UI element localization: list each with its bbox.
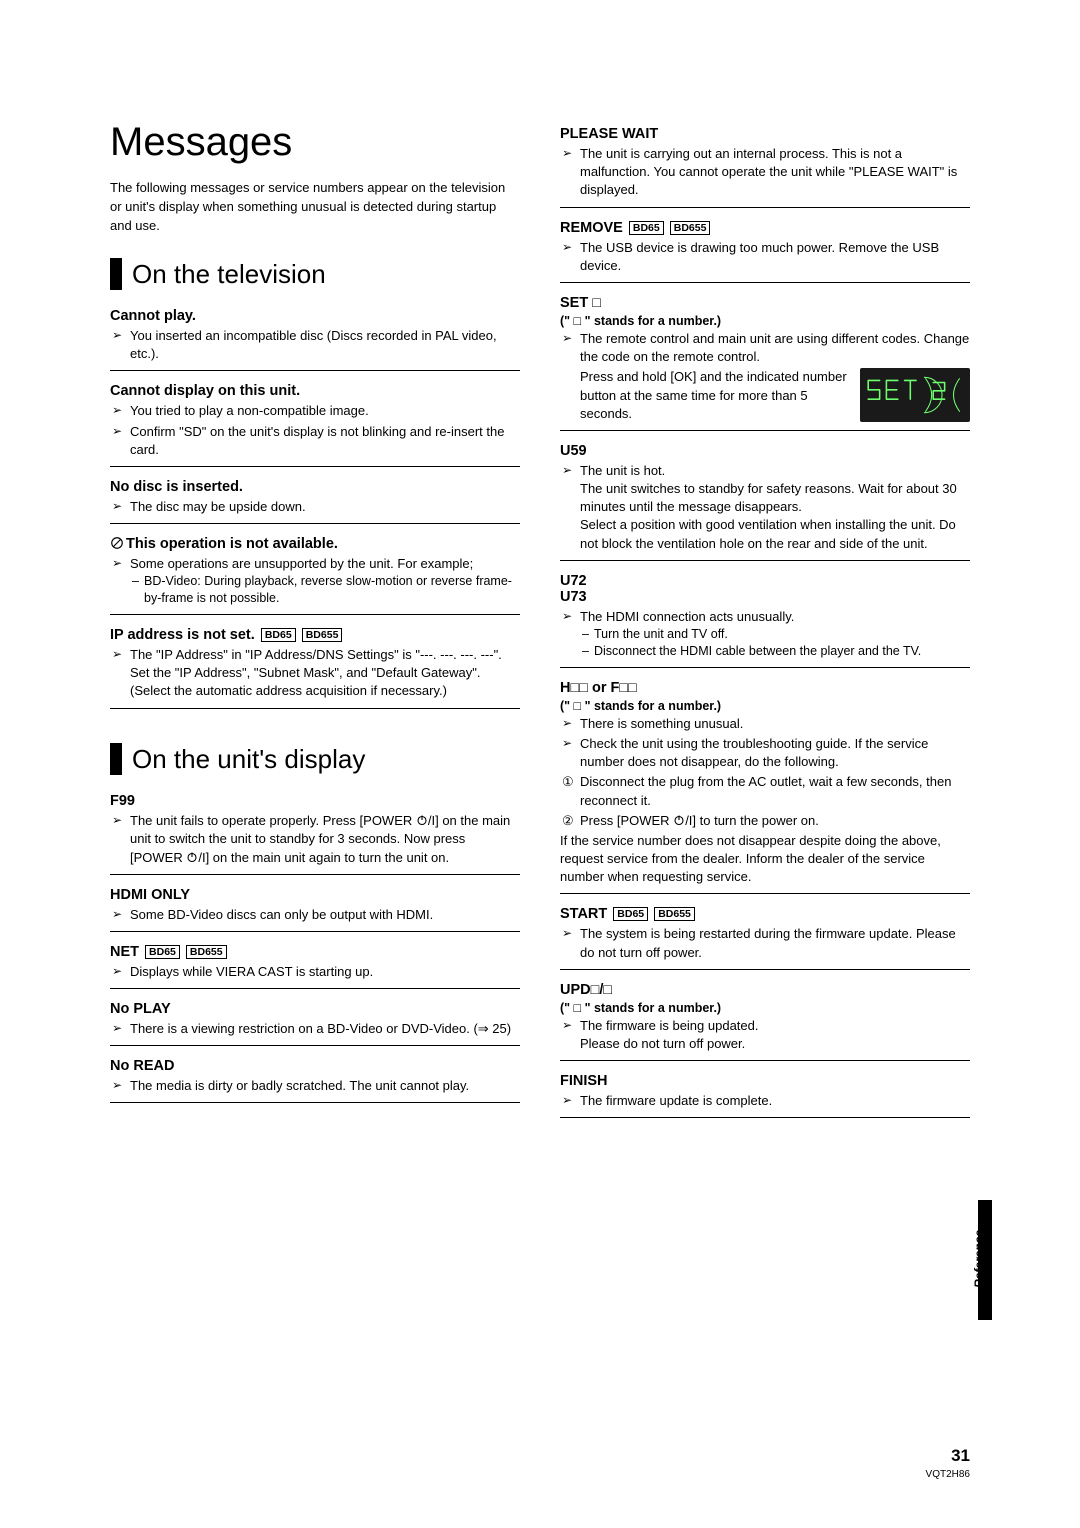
entry-ip-not-set: IP address is not set. BD65 BD655 The "I…: [110, 621, 520, 709]
model-badge: BD65: [629, 221, 664, 235]
page-title: Messages: [110, 120, 520, 165]
model-badge: BD65: [145, 945, 180, 959]
dash: Disconnect the HDMI cable between the pl…: [580, 643, 970, 660]
entry-title: U72: [560, 567, 970, 589]
entry-title: START BD65 BD655: [560, 900, 970, 922]
subnote: (" □ " stands for a number.): [560, 314, 970, 328]
entry-title: SET □: [560, 289, 970, 311]
bullet: The media is dirty or badly scratched. T…: [110, 1077, 520, 1095]
entry-u59: U59 The unit is hot. The unit switches t…: [560, 437, 970, 561]
entry-hdmi-only: HDMI ONLY Some BD-Video discs can only b…: [110, 881, 520, 932]
entry-hf: H□□ or F□□ (" □ " stands for a number.) …: [560, 674, 970, 895]
bullet: There is something unusual.: [560, 715, 970, 733]
power-icon: [186, 850, 198, 862]
entry-title: Cannot play.: [110, 302, 520, 324]
page-number: 31: [951, 1446, 970, 1466]
bullet: Displays while VIERA CAST is starting up…: [110, 963, 520, 981]
numbered: Press [POWER /I] to turn the power on.: [560, 812, 970, 830]
dash: Turn the unit and TV off.: [580, 626, 970, 643]
entry-finish: FINISH The firmware update is complete.: [560, 1067, 970, 1118]
section-unit-title: On the unit's display: [110, 743, 520, 776]
side-label: Reference: [972, 1230, 986, 1288]
entry-upd: UPD□/□ (" □ " stands for a number.) The …: [560, 976, 970, 1061]
power-icon: [416, 813, 428, 825]
bullet: You inserted an incompatible disc (Discs…: [110, 327, 520, 363]
entry-title: U59: [560, 437, 970, 459]
entry-title: H□□ or F□□: [560, 674, 970, 696]
entry-title: FINISH: [560, 1067, 970, 1089]
entry-title: Cannot display on this unit.: [110, 377, 520, 399]
entry-u72-u73: U72 U73 The HDMI connection acts unusual…: [560, 567, 970, 668]
power-icon: [673, 813, 685, 825]
entry-cannot-play: Cannot play. You inserted an incompatibl…: [110, 302, 520, 371]
bullet: The HDMI connection acts unusually. Turn…: [560, 608, 970, 660]
model-badge: BD655: [186, 945, 227, 959]
intro-text: The following messages or service number…: [110, 179, 520, 236]
bullet: Some BD-Video discs can only be output w…: [110, 906, 520, 924]
section-tv-title: On the television: [110, 258, 520, 291]
entry-title: No READ: [110, 1052, 520, 1074]
bullet: The disc may be upside down.: [110, 498, 520, 516]
model-badge: BD65: [613, 907, 648, 921]
left-column: Messages The following messages or servi…: [110, 120, 520, 1124]
para: If the service number does not disappear…: [560, 832, 970, 887]
entry-cannot-display: Cannot display on this unit. You tried t…: [110, 377, 520, 467]
bullet: The unit is carrying out an internal pro…: [560, 145, 970, 200]
entry-title: UPD□/□: [560, 976, 970, 998]
bullet: The USB device is drawing too much power…: [560, 239, 970, 275]
model-badge: BD655: [654, 907, 695, 921]
set-display-graphic: [860, 368, 970, 422]
right-column: PLEASE WAIT The unit is carrying out an …: [560, 120, 970, 1124]
bullet: You tried to play a non-compatible image…: [110, 402, 520, 420]
entry-title: U73: [560, 589, 970, 605]
numbered: Disconnect the plug from the AC outlet, …: [560, 773, 970, 809]
bullet: The firmware update is complete.: [560, 1092, 970, 1110]
entry-title: REMOVE BD65 BD655: [560, 214, 970, 236]
subnote: (" □ " stands for a number.): [560, 1001, 970, 1015]
prohibit-icon: [110, 536, 124, 550]
bullet: The firmware is being updated. Please do…: [560, 1017, 970, 1053]
entry-title: PLEASE WAIT: [560, 120, 970, 142]
entry-title: F99: [110, 787, 520, 809]
entry-not-available: This operation is not available. Some op…: [110, 530, 520, 615]
entry-title: This operation is not available.: [110, 530, 520, 552]
bullet: The remote control and main unit are usi…: [560, 330, 970, 366]
entry-no-play: No PLAY There is a viewing restriction o…: [110, 995, 520, 1046]
entry-net: NET BD65 BD655 Displays while VIERA CAST…: [110, 938, 520, 989]
entry-set: SET □ (" □ " stands for a number.) The r…: [560, 289, 970, 431]
entry-title: No PLAY: [110, 995, 520, 1017]
dash: BD-Video: During playback, reverse slow-…: [130, 573, 520, 607]
entry-please-wait: PLEASE WAIT The unit is carrying out an …: [560, 120, 970, 208]
bullet: The "IP Address" in "IP Address/DNS Sett…: [110, 646, 520, 701]
model-badge: BD65: [261, 628, 296, 642]
model-badge: BD655: [302, 628, 343, 642]
bullet: The system is being restarted during the…: [560, 925, 970, 961]
doc-code: VQT2H86: [926, 1469, 970, 1480]
bullet: There is a viewing restriction on a BD-V…: [110, 1020, 520, 1038]
bullet: Some operations are unsupported by the u…: [110, 555, 520, 607]
entry-no-disc: No disc is inserted. The disc may be ups…: [110, 473, 520, 524]
bullet: Check the unit using the troubleshooting…: [560, 735, 970, 771]
subnote: (" □ " stands for a number.): [560, 699, 970, 713]
bullet: The unit is hot. The unit switches to st…: [560, 462, 970, 553]
model-badge: BD655: [670, 221, 711, 235]
entry-start: START BD65 BD655 The system is being res…: [560, 900, 970, 969]
bullet: Confirm "SD" on the unit's display is no…: [110, 423, 520, 459]
entry-title: No disc is inserted.: [110, 473, 520, 495]
entry-no-read: No READ The media is dirty or badly scra…: [110, 1052, 520, 1103]
entry-title: NET BD65 BD655: [110, 938, 520, 960]
entry-remove: REMOVE BD65 BD655 The USB device is draw…: [560, 214, 970, 283]
entry-title: IP address is not set. BD65 BD655: [110, 621, 520, 643]
bullet: The unit fails to operate properly. Pres…: [110, 812, 520, 867]
entry-f99: F99 The unit fails to operate properly. …: [110, 787, 520, 875]
entry-title: HDMI ONLY: [110, 881, 520, 903]
